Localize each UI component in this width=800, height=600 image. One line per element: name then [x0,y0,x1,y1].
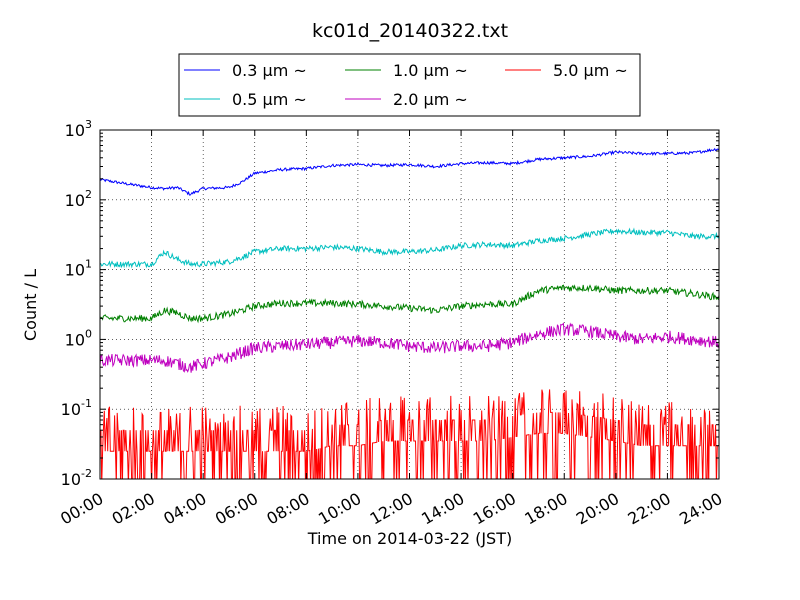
series-line-0 [100,147,719,196]
series-line-2 [100,284,719,324]
y-tick-label: 10-1 [61,397,92,419]
legend-label: 1.0 μm ~ [393,61,468,80]
y-tick-label: 10-2 [61,467,92,489]
y-tick-label: 100 [65,327,92,349]
legend-label: 0.5 μm ~ [232,90,307,109]
legend-label: 5.0 μm ~ [553,61,628,80]
chart-title: kc01d_20140322.txt [312,20,508,42]
series-line-3 [100,322,719,373]
legend-box [178,53,641,117]
legend-label: 2.0 μm ~ [393,90,468,109]
y-axis-label: Count / L [21,269,40,341]
x-axis-label: Time on 2014-03-22 (JST) [307,529,512,548]
legend-label: 0.3 μm ~ [232,61,307,80]
y-tick-label: 102 [65,188,92,210]
plot-area [100,147,719,479]
legend: 0.3 μm ~ 0.5 μm ~ 1.0 μm ~ 2.0 μm ~ 5.0 μm ~ [178,53,641,117]
series-line-4 [100,389,719,479]
y-tick-label: 103 [65,118,92,140]
series-line-1 [100,227,719,269]
y-tick-label: 101 [65,258,92,280]
